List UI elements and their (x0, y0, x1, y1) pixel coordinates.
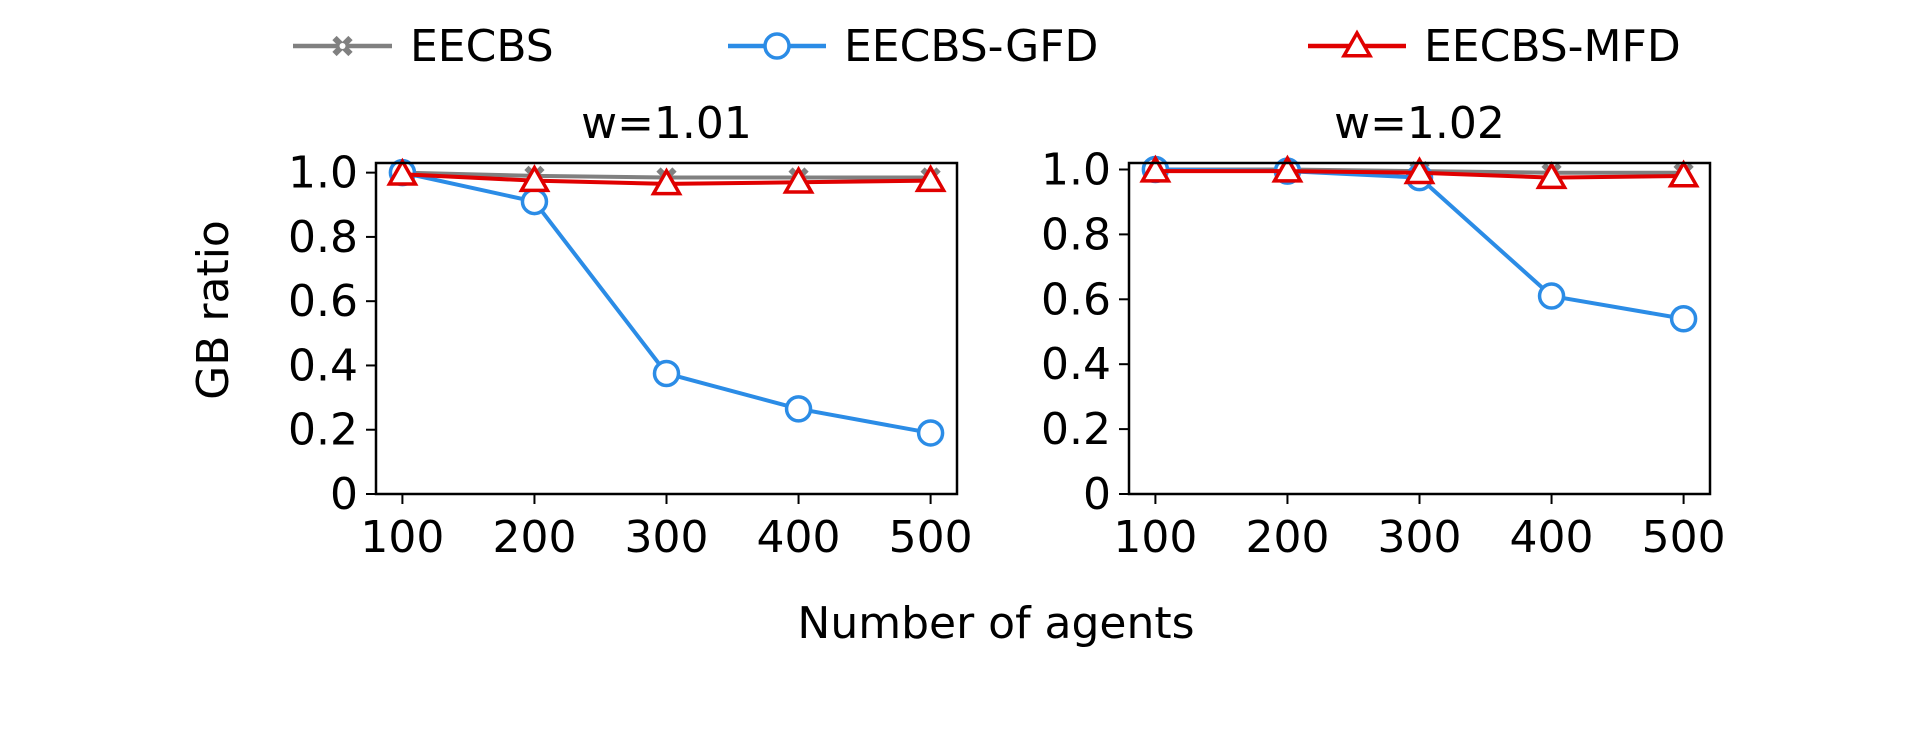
x-tick-label: 200 (1245, 512, 1329, 563)
y-tick-label: 0.6 (288, 276, 358, 327)
data-point (518, 164, 551, 193)
data-point (1271, 154, 1304, 183)
series-line (401, 170, 931, 435)
y-tick-label: 0 (1083, 469, 1111, 520)
y-tick-label: 0.4 (1041, 339, 1111, 390)
x-tick-label: 300 (1378, 512, 1462, 563)
x-tick-label: 400 (757, 512, 841, 563)
x-tick-label: 100 (1113, 512, 1197, 563)
x-tick-label: 100 (360, 512, 444, 563)
legend-item-eecbs: EECBS (293, 21, 554, 72)
panel-w102: w=1.02 0 0.2 0.4 0.6 0.8 1.0 100 200 300 400 500 (1041, 98, 1726, 563)
y-tick-label: 0.2 (288, 405, 358, 456)
y-tick-label: 0.8 (288, 212, 358, 263)
data-point (386, 157, 419, 186)
y-tick-label: 1.0 (1041, 144, 1111, 195)
data-point (650, 167, 683, 196)
data-point (1537, 282, 1566, 310)
data-point (916, 419, 945, 447)
y-tick-label: 0 (330, 469, 358, 520)
data-point (1139, 154, 1172, 183)
data-point (1667, 159, 1700, 188)
data-point (914, 164, 947, 193)
panel-w101: w=1.01 0 0.2 0.4 0.6 0.8 1.0 100 200 300 400 500 (288, 98, 973, 563)
series-eecbs-mfd (386, 157, 947, 196)
x-tick-label: 500 (1642, 512, 1726, 563)
y-tick-label: 0.4 (288, 340, 358, 391)
data-point (782, 165, 815, 194)
data-point (1535, 161, 1568, 190)
legend-item-eecbs-gfd: EECBS-GFD (728, 21, 1098, 72)
x-tick-label: 200 (492, 512, 576, 563)
legend-item-eecbs-mfd: EECBS-MFD (1308, 21, 1681, 72)
legend-marker (763, 32, 791, 60)
y-tick-label: 0.2 (1041, 404, 1111, 455)
panel-title: w=1.01 (581, 98, 752, 149)
x-tick-label: 400 (1510, 512, 1594, 563)
y-axis-label: GB ratio (188, 220, 239, 400)
panel-title: w=1.02 (1334, 98, 1505, 149)
legend-label: EECBS-MFD (1424, 21, 1681, 72)
data-point (1403, 156, 1436, 185)
data-point (1669, 305, 1698, 333)
series-eecbs-mfd (1139, 154, 1700, 190)
series-line (1155, 167, 1684, 321)
y-tick-label: 1.0 (288, 148, 358, 199)
legend: EECBS EECBS-GFD EECBS-MFD (293, 21, 1681, 72)
legend-label: EECBS (410, 21, 554, 72)
x-axis-label: Number of agents (797, 598, 1194, 649)
x-tick-label: 500 (889, 512, 973, 563)
y-tick-label: 0.6 (1041, 274, 1111, 325)
data-point (520, 187, 549, 216)
series-eecbs-gfd (388, 158, 945, 447)
legend-marker (1340, 29, 1374, 58)
y-tick-label: 0.8 (1041, 209, 1111, 260)
legend-marker (332, 35, 353, 57)
plot-frame (1127, 161, 1712, 496)
plot-frame (374, 161, 959, 496)
x-tick-label: 300 (625, 512, 709, 563)
data-point (652, 359, 681, 388)
data-point (784, 395, 813, 423)
legend-label: EECBS-GFD (844, 21, 1098, 72)
